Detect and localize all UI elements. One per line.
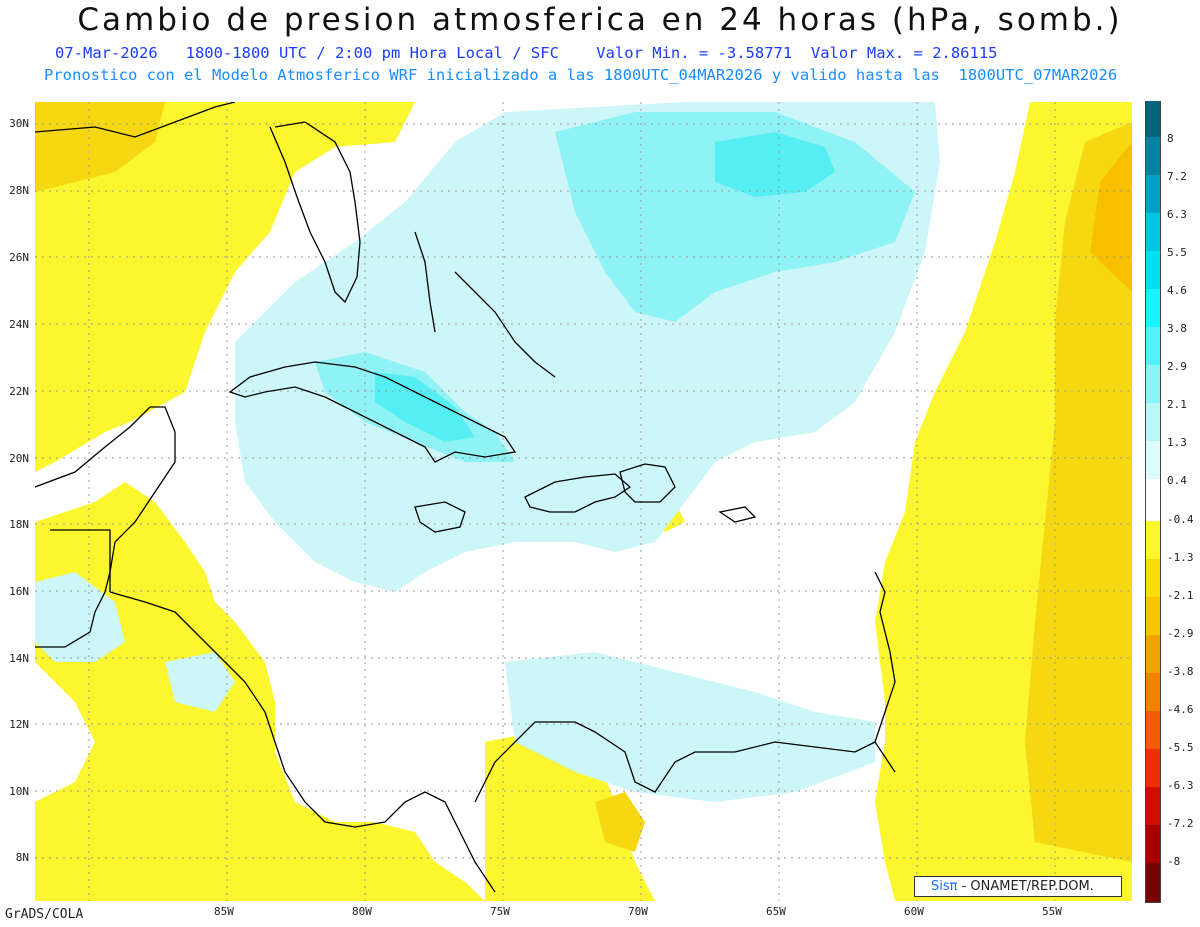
lat-label-8n: 8N: [15, 851, 29, 864]
colorbar-label: -3.8: [1167, 665, 1194, 678]
map-title: Cambio de presion atmosferica en 24 hora…: [77, 2, 1123, 38]
credit-text: - ONAMET/REP.DOM.: [957, 879, 1094, 894]
lat-label-24n: 24N: [9, 318, 29, 331]
colorbar-label: 1.3: [1167, 436, 1187, 449]
pressure-change-map: [35, 102, 1132, 901]
colorbar-segment: [1145, 673, 1161, 711]
positive-pressure-shading: [35, 102, 940, 802]
colorbar-label: -5.5: [1167, 741, 1194, 754]
colorbar-segment: [1145, 787, 1161, 825]
colorbar-segment: [1145, 635, 1161, 673]
colorbar-label: 6.3: [1167, 208, 1187, 221]
colorbar-segment: [1145, 403, 1161, 441]
sis-logo-text: Sisπ: [931, 879, 958, 894]
colorbar-segment: [1145, 479, 1161, 521]
colorbar-label: 0.4: [1167, 474, 1187, 487]
colorbar-segment: [1145, 175, 1161, 213]
colorbar-segment: [1145, 213, 1161, 251]
colorbar-segment: [1145, 521, 1161, 559]
graticule: [35, 102, 1132, 901]
colorbar-label: -0.4: [1167, 513, 1194, 526]
lat-label-20n: 20N: [9, 452, 29, 465]
colorbar-label: 7.2: [1167, 170, 1187, 183]
colorbar-label: -8: [1167, 855, 1181, 868]
lat-label-26n: 26N: [9, 251, 29, 264]
colorbar-label: 8: [1167, 132, 1174, 145]
lat-label-30n: 30N: [9, 117, 29, 130]
colorbar-segment: [1145, 441, 1161, 479]
lat-label-14n: 14N: [9, 652, 29, 665]
colorbar-label: 2.9: [1167, 360, 1187, 373]
colorbar-segment: [1145, 289, 1161, 327]
lon-label-60w: 60W: [904, 905, 924, 918]
lon-label-80w: 80W: [352, 905, 372, 918]
lon-label-85w: 85W: [214, 905, 234, 918]
colorbar-segment: [1145, 101, 1161, 137]
colorbar-label: -2.1: [1167, 589, 1194, 602]
lat-label-28n: 28N: [9, 184, 29, 197]
colorbar-label: -4.6: [1167, 703, 1194, 716]
colorbar-segment: [1145, 137, 1161, 175]
colorbar-label: 2.1: [1167, 398, 1187, 411]
lat-label-12n: 12N: [9, 718, 29, 731]
colorbar-segment: [1145, 597, 1161, 635]
map-subtitle-model: Pronostico con el Modelo Atmosferico WRF…: [44, 66, 1118, 84]
colorbar-label: 4.6: [1167, 284, 1187, 297]
lon-label-70w: 70W: [628, 905, 648, 918]
colorbar-label: -1.3: [1167, 551, 1194, 564]
coastlines: [35, 102, 896, 893]
colorbar-segment: [1145, 825, 1161, 863]
lon-label-75w: 75W: [490, 905, 510, 918]
colorbar-label: 3.8: [1167, 322, 1187, 335]
grads-credit: GrADS/COLA: [5, 907, 84, 922]
lat-label-18n: 18N: [9, 518, 29, 531]
colorbar-label: -2.9: [1167, 627, 1194, 640]
lon-label-65w: 65W: [766, 905, 786, 918]
lat-label-16n: 16N: [9, 585, 29, 598]
colorbar-label: -7.2: [1167, 817, 1194, 830]
colorbar-segment: [1145, 327, 1161, 365]
colorbar-label: -6.3: [1167, 779, 1194, 792]
lon-label-55w: 55W: [1042, 905, 1062, 918]
colorbar-segment: [1145, 559, 1161, 597]
colorbar-label: 5.5: [1167, 246, 1187, 259]
colorbar-segment: [1145, 749, 1161, 787]
credit-box: Sisπ - ONAMET/REP.DOM.: [914, 876, 1122, 897]
colorbar-segment: [1145, 251, 1161, 289]
map-svg: [35, 102, 1132, 901]
colorbar-segment: [1145, 863, 1161, 903]
map-subtitle-date: 07-Mar-2026 1800-1800 UTC / 2:00 pm Hora…: [55, 44, 998, 62]
colorbar-segment: [1145, 711, 1161, 749]
lat-label-10n: 10N: [9, 785, 29, 798]
colorbar-segment: [1145, 365, 1161, 403]
lat-label-22n: 22N: [9, 385, 29, 398]
